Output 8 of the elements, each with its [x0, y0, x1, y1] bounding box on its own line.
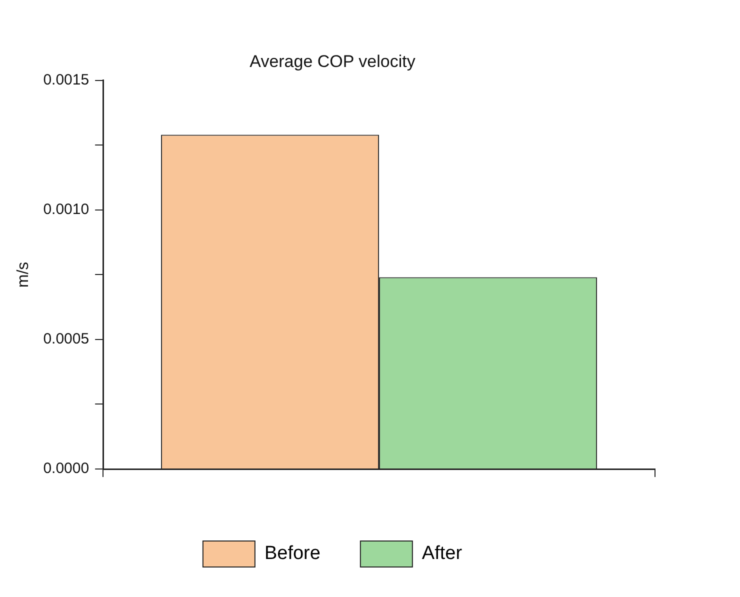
legend-label: After [422, 543, 463, 564]
y-tick-label: 0.0000 [43, 460, 90, 478]
y-tick-label: 0.0010 [43, 201, 90, 218]
y-tick-label: 0.0005 [43, 330, 90, 348]
chart-title: Average COP velocity [250, 52, 416, 71]
y-tick-label: 0.0015 [43, 72, 90, 89]
y-axis-title: m/s [15, 262, 32, 288]
legend-label: Before [264, 543, 320, 564]
